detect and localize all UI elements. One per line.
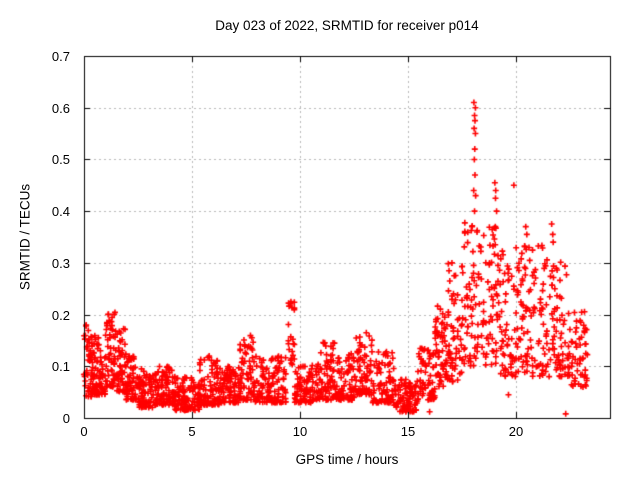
x-tick-label: 15 — [400, 424, 416, 439]
x-tick-label: 5 — [188, 424, 196, 439]
y-tick-label: 0.5 — [51, 152, 70, 168]
x-axis-label: GPS time / hours — [295, 452, 399, 467]
y-axis-label: SRMTID / TECUs — [17, 183, 33, 291]
y-tick-label: 0.1 — [51, 359, 70, 375]
y-tick-label: 0.6 — [51, 100, 70, 116]
y-tick-label: 0 — [62, 411, 70, 426]
y-tick-label: 0.2 — [51, 307, 70, 323]
x-tick-label: 10 — [292, 424, 308, 439]
y-tick-label: 0.4 — [51, 204, 70, 220]
x-tick-label: 20 — [508, 424, 524, 439]
y-tick-label: 0.7 — [51, 49, 70, 64]
x-tick-label: 0 — [80, 424, 88, 439]
chart-title: Day 023 of 2022, SRMTID for receiver p01… — [215, 18, 479, 33]
y-tick-label: 0.3 — [51, 255, 70, 271]
